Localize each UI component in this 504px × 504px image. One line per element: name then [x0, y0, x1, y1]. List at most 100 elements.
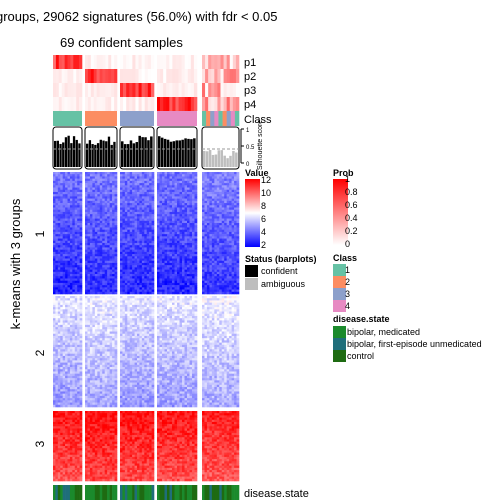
heatmap-cell — [97, 181, 100, 184]
heatmap-cell — [172, 232, 175, 235]
heatmap-cell — [53, 391, 56, 394]
heatmap-cell — [80, 298, 83, 301]
heatmap-cell — [227, 188, 230, 191]
heatmap-cell — [195, 225, 198, 228]
heatmap-cell — [232, 261, 235, 264]
heatmap-cell — [135, 225, 138, 228]
heatmap-cell — [112, 194, 115, 197]
heatmap-cell — [157, 272, 160, 275]
heatmap-cell — [105, 236, 108, 239]
prob-cell — [236, 55, 239, 69]
heatmap-cell — [65, 303, 68, 306]
heatmap-cell — [160, 199, 163, 202]
heatmap-cell — [105, 290, 108, 293]
heatmap-cell — [132, 192, 135, 195]
heatmap-cell — [157, 247, 160, 250]
heatmap-cell — [209, 192, 212, 195]
heatmap-cell — [172, 230, 175, 233]
heatmap-cell — [192, 265, 195, 268]
heatmap-cell — [58, 272, 61, 275]
heatmap-cell — [175, 234, 178, 237]
heatmap-cell — [217, 265, 220, 268]
heatmap-cell — [85, 207, 88, 210]
prob-cell — [79, 69, 82, 83]
heatmap-cell — [112, 292, 115, 295]
heatmap-cell — [185, 250, 188, 253]
heatmap-cell — [182, 285, 185, 288]
heatmap-cell — [237, 176, 240, 179]
heatmap-cell — [137, 287, 140, 290]
heatmap-cell — [190, 241, 193, 244]
heatmap-cell — [127, 234, 130, 237]
heatmap-cell — [187, 203, 190, 206]
heatmap-cell — [120, 267, 123, 270]
heatmap-cell — [85, 265, 88, 268]
class-cell — [206, 111, 210, 126]
heatmap-cell — [68, 256, 71, 259]
heatmap-cell — [77, 256, 80, 259]
heatmap-cell — [237, 236, 240, 239]
heatmap-cell — [185, 172, 188, 175]
heatmap-cell — [95, 230, 98, 233]
heatmap-cell — [224, 243, 227, 246]
heatmap-cell — [68, 190, 71, 193]
heatmap-cell — [135, 234, 138, 237]
heatmap-cell — [58, 394, 61, 397]
heatmap-cell — [75, 371, 78, 374]
prob-cell — [163, 69, 166, 83]
heatmap-cell — [147, 261, 150, 264]
silhouette-bar — [102, 141, 104, 167]
heatmap-cell — [55, 212, 58, 215]
heatmap-cell — [87, 303, 90, 306]
heatmap-cell — [72, 261, 75, 264]
prob-cell — [85, 97, 88, 111]
heatmap-cell — [72, 283, 75, 286]
heatmap-cell — [70, 391, 73, 394]
prob-cell — [70, 55, 73, 69]
heatmap-cell — [112, 256, 115, 259]
heatmap-cell — [122, 201, 125, 204]
heatmap-cell — [132, 278, 135, 281]
heatmap-cell — [180, 199, 183, 202]
heatmap-cell — [53, 358, 56, 361]
heatmap-cell — [92, 250, 95, 253]
heatmap-cell — [167, 190, 170, 193]
heatmap-cell — [90, 267, 93, 270]
heatmap-cell — [214, 205, 217, 208]
heatmap-cell — [112, 190, 115, 193]
heatmap-cell — [72, 287, 75, 290]
heatmap-cell — [165, 190, 168, 193]
heatmap-cell — [227, 234, 230, 237]
heatmap-cell — [63, 236, 66, 239]
heatmap-cell — [137, 283, 140, 286]
heatmap-cell — [237, 225, 240, 228]
heatmap-cell — [92, 287, 95, 290]
heatmap-cell — [204, 274, 207, 277]
heatmap-cell — [60, 347, 63, 350]
class-cell — [235, 111, 239, 126]
heatmap-cell — [185, 261, 188, 264]
heatmap-cell — [165, 287, 168, 290]
heatmap-cell — [237, 190, 240, 193]
heatmap-cell — [80, 352, 83, 355]
heatmap-cell — [139, 230, 142, 233]
heatmap-cell — [229, 212, 232, 215]
heatmap-cell — [175, 210, 178, 213]
heatmap-cell — [177, 227, 180, 230]
heatmap-cell — [127, 205, 130, 208]
heatmap-cell — [112, 278, 115, 281]
heatmap-cell — [87, 183, 90, 186]
heatmap-cell — [80, 210, 83, 213]
heatmap-cell — [135, 281, 138, 284]
heatmap-cell — [63, 254, 66, 257]
heatmap-cell — [53, 354, 56, 357]
heatmap-cell — [122, 287, 125, 290]
heatmap-cell — [100, 320, 103, 323]
heatmap-cell — [60, 252, 63, 255]
heatmap-cell — [63, 334, 66, 337]
heatmap-cell — [68, 276, 71, 279]
heatmap-cell — [100, 179, 103, 182]
heatmap-cell — [212, 283, 215, 286]
heatmap-cell — [122, 243, 125, 246]
heatmap-cell — [107, 329, 110, 332]
